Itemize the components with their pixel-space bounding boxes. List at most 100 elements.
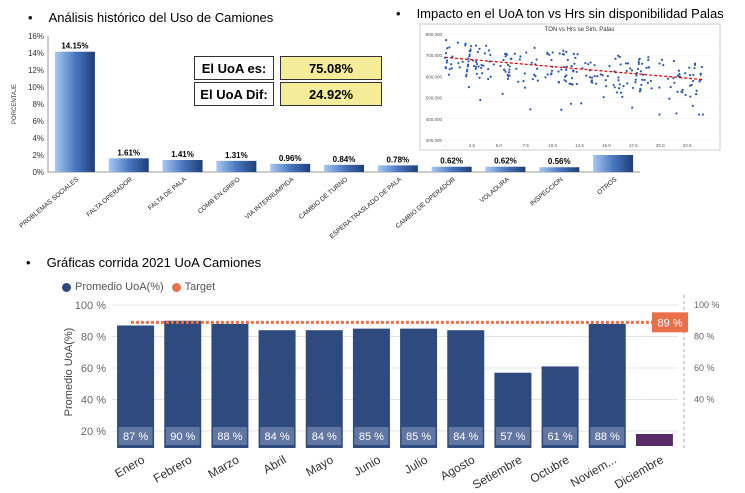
c3-ytick-label: 60 % — [81, 363, 106, 375]
c3-ytick-label: 80 % — [81, 332, 106, 344]
c2-point — [482, 64, 485, 67]
c2-point — [693, 67, 696, 70]
c2-point — [613, 86, 616, 89]
c2-ytick-label: 300,000 — [426, 138, 443, 143]
c2-point — [480, 63, 483, 66]
c2-point — [572, 52, 575, 55]
c3-ytick-right-label: 60 % — [694, 363, 715, 373]
c2-point — [636, 67, 640, 71]
c2-point — [456, 41, 460, 44]
c2-point — [565, 65, 568, 68]
c2-point — [479, 98, 482, 102]
c2-point — [562, 65, 565, 69]
c2-point — [502, 68, 506, 71]
c2-point — [444, 51, 448, 55]
c2-point — [615, 91, 619, 94]
c2-point — [618, 55, 621, 59]
c2-point — [506, 73, 509, 76]
c2-point — [469, 48, 472, 51]
c3-data-label-box — [260, 427, 295, 445]
c1-category-label: FALTA DE PALA — [147, 176, 188, 212]
c2-point — [445, 61, 448, 64]
c2-point — [589, 61, 592, 64]
c2-point — [658, 62, 661, 65]
c2-point — [570, 76, 574, 80]
c2-point — [676, 74, 679, 77]
c2-point — [450, 63, 453, 66]
c2-point — [576, 53, 579, 56]
c1-ytick-label: 2% — [32, 151, 44, 160]
c2-point — [640, 83, 643, 86]
c3-category-label: Octubre — [528, 452, 572, 486]
c2-point — [505, 53, 509, 56]
c2-point — [691, 104, 694, 107]
c2-point — [550, 69, 554, 72]
c2-point — [546, 51, 549, 54]
c2-point — [612, 83, 615, 87]
c2-xtick-label: 22.5 — [683, 143, 692, 148]
c3-ytick-right-label: 100 % — [694, 300, 720, 310]
c2-point — [563, 78, 566, 82]
c2-point — [593, 74, 596, 78]
c2-point — [478, 76, 481, 79]
c2-point — [677, 69, 681, 72]
c2-point — [639, 70, 642, 73]
c1-category-label: CAMBIO DE TURNO — [298, 176, 349, 221]
c2-point — [689, 84, 692, 87]
c2-point — [617, 76, 620, 79]
c2-point — [624, 62, 628, 65]
c2-xtick-label: 10.0 — [548, 143, 557, 148]
c2-point — [617, 79, 620, 82]
c2-point — [565, 80, 568, 83]
c2-point — [617, 87, 621, 90]
c2-point — [506, 77, 510, 81]
c2-point — [508, 74, 511, 77]
kpi-dif: El UoA Dif: 24.92% — [194, 82, 382, 106]
c2-point — [466, 63, 470, 66]
c2-point — [669, 85, 672, 89]
c2-point — [641, 78, 644, 81]
c2-point — [517, 80, 520, 83]
c2-point — [631, 106, 634, 109]
c2-point — [468, 55, 471, 58]
c2-point — [566, 58, 569, 61]
c2-point — [625, 69, 628, 73]
c3-category-label: Julio — [402, 452, 431, 477]
c3-category-label: Abril — [261, 452, 289, 476]
c2-point — [647, 56, 650, 59]
c3-category-label: Mayo — [303, 452, 336, 479]
c2-point — [504, 70, 507, 73]
c2-point — [468, 53, 471, 56]
c3-data-label-box — [590, 427, 625, 445]
c2-point — [599, 73, 602, 76]
c3-ylabel: Promedio UoA(%) — [63, 328, 75, 417]
c2-point — [444, 66, 447, 69]
legend: Promedio UoA(%) Target — [62, 281, 215, 293]
c2-point — [544, 76, 547, 79]
c3-category-label: Junio — [351, 452, 383, 479]
c1-bar — [54, 51, 95, 172]
c2-point — [672, 77, 675, 80]
kpi-uoa-label: El UoA es: — [194, 56, 274, 80]
c2-point — [570, 65, 573, 68]
c2-point — [508, 65, 511, 68]
c2-point — [650, 87, 653, 90]
c2-point — [676, 90, 679, 93]
c1-bar — [270, 163, 311, 172]
c2-point — [529, 108, 532, 111]
c2-point — [575, 82, 578, 86]
c2-point — [668, 97, 671, 100]
c2-point — [621, 95, 624, 98]
c3-data-label-box — [543, 427, 578, 445]
c1-ytick-label: 12% — [28, 66, 44, 75]
c2-point — [614, 57, 617, 60]
c2-point — [502, 58, 505, 62]
c1-bar — [539, 167, 580, 172]
c1-bar — [216, 160, 257, 172]
c2-point — [565, 50, 568, 53]
c1-ytick-label: 0% — [32, 168, 44, 177]
c1-data-label: 1.31% — [225, 151, 248, 160]
c3-data-label-box — [495, 427, 530, 445]
c2-point — [606, 74, 609, 78]
c2-point — [684, 72, 687, 75]
